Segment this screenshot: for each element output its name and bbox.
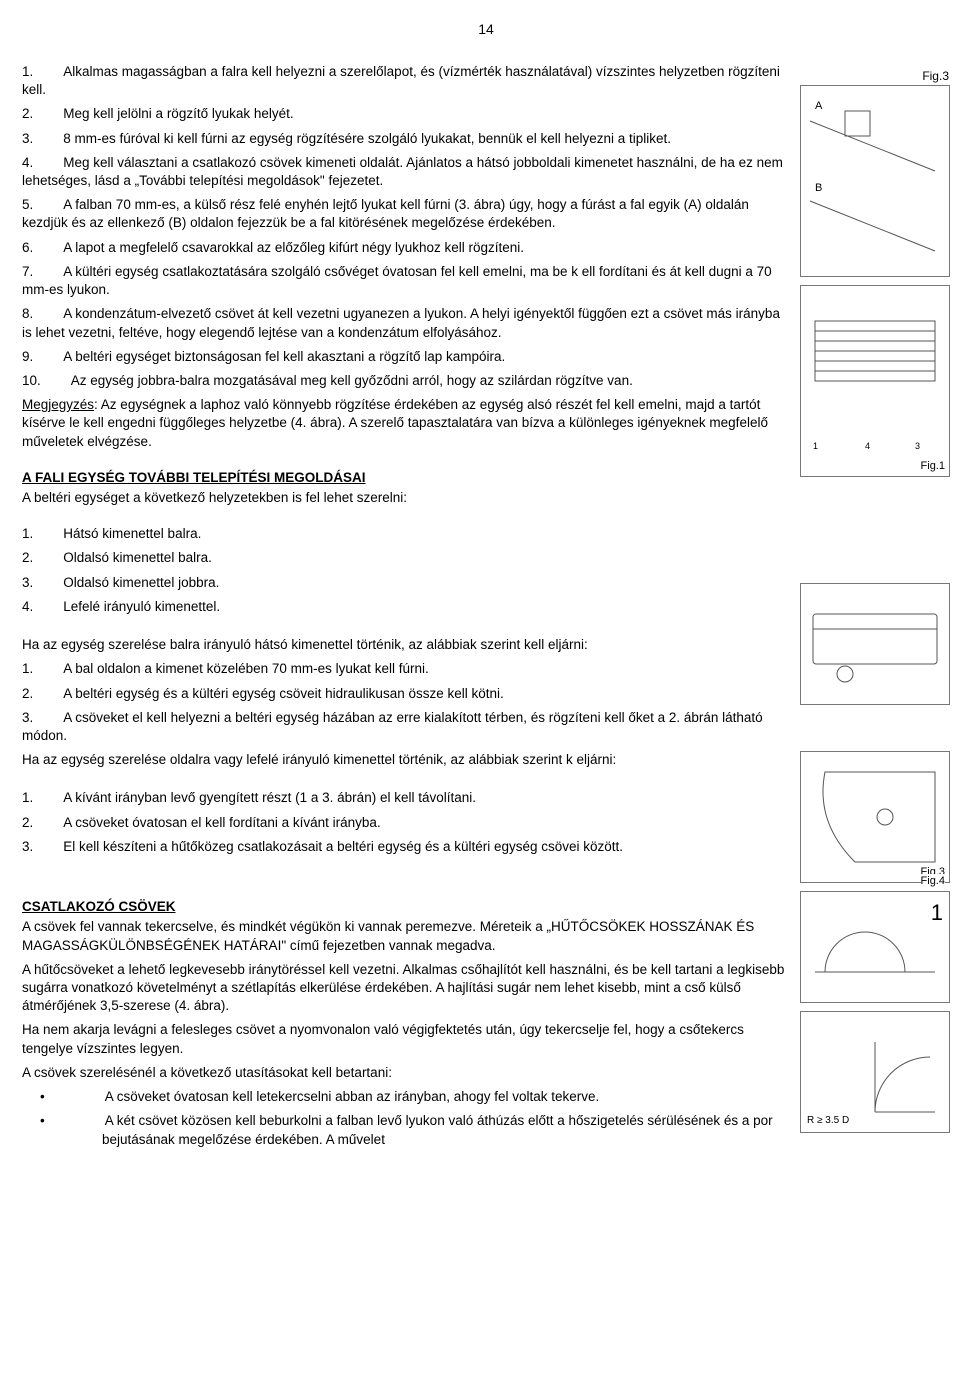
wall-heading: A FALI EGYSÉG TOVÁBBI TELEPÍTÉSI MEGOLDÁ… [22,469,792,487]
fig4-illustration [805,902,945,992]
wall-item-3-text: Oldalsó kimenettel jobbra. [63,575,219,590]
step-3-text: 8 mm-es fúróval ki kell fúrni az egység … [63,131,671,146]
step-6-text: A lapot a megfelelő csavarokkal az előző… [63,240,524,255]
figure-4-cont: R ≥ 3.5 D [800,1011,950,1133]
rear-left-1-text: A bal oldalon a kimenet közelében 70 mm-… [63,661,428,676]
step-4: 4. Meg kell választani a csatlakozó csöv… [22,154,792,190]
note-text: : Az egységnek a laphoz való könnyebb rö… [22,397,768,448]
rear-left-lead: Ha az egység szerelése balra irányuló há… [22,636,792,654]
fig4-num: 1 [931,898,943,928]
fig4-bottom-text: R ≥ 3.5 D [807,1114,849,1128]
step-3: 3. 8 mm-es fúróval ki kell fúrni az egys… [22,130,792,148]
figure-4: 1 Fig.4 [800,891,950,1003]
side-2: 2. A csöveket óvatosan el kell fordítani… [22,814,792,832]
side-1: 1. A kívánt irányban levő gyengített rés… [22,789,792,807]
rear-left-side: Ha az egység szerelése oldalra vagy lefe… [22,751,792,769]
rear-left-1: 1. A bal oldalon a kimenet közelében 70 … [22,660,792,678]
page-content: 1. Alkalmas magasságban a falra kell hel… [22,63,950,1155]
wall-item-1-text: Hátsó kimenettel balra. [63,526,201,541]
wall-item-2: 2. Oldalsó kimenettel balra. [22,549,792,567]
svg-text:1: 1 [813,441,818,451]
step-9-text: A beltéri egységet biztonságosan fel kel… [63,349,505,364]
figure-unit [800,583,950,705]
svg-text:4: 4 [865,441,870,451]
side-3-text: El kell készíteni a hűtőközeg csatlakozá… [63,839,623,854]
tubes-b1-text: A csöveket óvatosan kell letekercselni a… [105,1089,600,1104]
tubes-p4: A csövek szerelésénél a következő utasít… [22,1064,792,1082]
tubes-b1: • A csöveket óvatosan kell letekercselni… [22,1088,792,1106]
wall-item-4: 4. Lefelé irányuló kimenettel. [22,598,792,616]
page-number: 14 [22,20,950,39]
fig3a-illustration: A B [805,91,945,271]
svg-text:A: A [815,100,823,112]
rear-left-2-text: A beltéri egység és a kültéri egység csö… [63,686,503,701]
figure-3a: Fig.3 A B [800,85,950,277]
fig4-label: Fig.4 [921,874,945,889]
step-1: 1. Alkalmas magasságban a falra kell hel… [22,63,792,99]
figure-1: 1 4 3 Fig.1 [800,285,950,477]
text-column: 1. Alkalmas magasságban a falra kell hel… [22,63,792,1155]
fig-unit-illustration [805,594,945,694]
side-3: 3. El kell készíteni a hűtőközeg csatlak… [22,838,792,856]
wall-item-3: 3. Oldalsó kimenettel jobbra. [22,574,792,592]
step-7-text: A kültéri egység csatlakoztatására szolg… [22,264,772,297]
rear-left-3-text: A csöveket el kell helyezni a beltéri eg… [22,710,763,743]
tubes-p2: A hűtőcsöveket a lehető legkevesebb irán… [22,961,792,1016]
step-2-text: Meg kell jelölni a rögzítő lyukak helyét… [63,106,293,121]
tubes-b2: • A két csövet közösen kell beburkolni a… [22,1112,792,1148]
step-4-text: Meg kell választani a csatlakozó csövek … [22,155,783,188]
step-10: 10. Az egység jobbra-balra mozgatásával … [22,372,792,390]
step-8: 8. A kondenzátum-elvezető csövet át kell… [22,305,792,341]
step-8-text: A kondenzátum-elvezető csövet át kell ve… [22,306,780,339]
wall-item-2-text: Oldalsó kimenettel balra. [63,550,212,565]
fig4cont-illustration [805,1022,945,1122]
fig1-illustration: 1 4 3 [805,301,945,461]
tubes-p1: A csövek fel vannak tekercselve, és mind… [22,918,792,954]
step-1-text: Alkalmas magasságban a falra kell helyez… [22,64,780,97]
side-1-text: A kívánt irányban levő gyengített részt … [63,790,476,805]
rear-left-2: 2. A beltéri egység és a kültéri egység … [22,685,792,703]
fig3b-illustration [805,762,945,872]
step-5: 5. A falban 70 mm-es, a külső rész felé … [22,196,792,232]
tubes-p3: Ha nem akarja levágni a felesleges csöve… [22,1021,792,1057]
svg-text:3: 3 [915,441,920,451]
side-2-text: A csöveket óvatosan el kell fordítani a … [63,815,380,830]
step-9: 9. A beltéri egységet biztonságosan fel … [22,348,792,366]
step-2: 2. Meg kell jelölni a rögzítő lyukak hel… [22,105,792,123]
fig3a-label: Fig.3 [922,68,949,84]
note-label: Megjegyzés [22,397,94,412]
wall-item-1: 1. Hátsó kimenettel balra. [22,525,792,543]
step-5-text: A falban 70 mm-es, a külső rész felé eny… [22,197,749,230]
step-10-text: Az egység jobbra-balra mozgatásával meg … [71,373,633,388]
step-7: 7. A kültéri egység csatlakoztatására sz… [22,263,792,299]
rear-left-3: 3. A csöveket el kell helyezni a beltéri… [22,709,792,745]
wall-item-4-text: Lefelé irányuló kimenettel. [63,599,220,614]
figure-column: Fig.3 A B 1 4 3 Fig.1 [800,63,950,1155]
svg-text:B: B [815,182,822,194]
fig1-label: Fig.1 [921,459,945,474]
tubes-heading: CSATLAKOZÓ CSÖVEK [22,898,792,916]
note: Megjegyzés: Az egységnek a laphoz való k… [22,396,792,451]
figure-3b: Fig.3 [800,751,950,883]
step-6: 6. A lapot a megfelelő csavarokkal az el… [22,239,792,257]
wall-intro: A beltéri egységet a következő helyzetek… [22,489,792,507]
tubes-b2-text: A két csövet közösen kell beburkolni a f… [102,1113,773,1146]
